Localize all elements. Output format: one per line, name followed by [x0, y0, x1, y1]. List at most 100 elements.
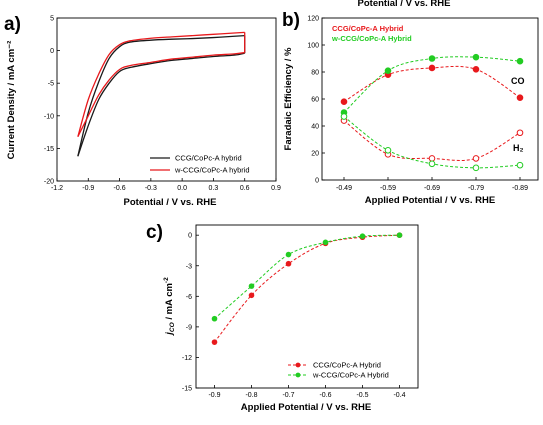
panel-c-series-2-point [211, 315, 218, 322]
panel-c-legend-label-1: CCG/CoPc-A Hybrid [313, 361, 381, 370]
panel-c-series-2-point [285, 251, 292, 258]
panel-b-legend-label-1: CCG/CoPc-A Hybrid [332, 24, 404, 33]
panel-a-ytick-label: -15 [44, 146, 54, 153]
panel-c-ytick-label: -15 [182, 386, 192, 393]
panel-c-ylabel-rest: / mA cm [164, 283, 175, 322]
panel-b-label: b) [282, 10, 300, 31]
panel-a-legend: CCG/CoPc-A hybrid w-CCG/CoPc-A hybrid [150, 154, 250, 175]
panel-b-legend-label-2: w-CCG/CoPc-A Hybrid [331, 34, 412, 43]
panel-b-header-text: Potential / V vs. RHE [358, 0, 451, 9]
panel-b-series-1-point [340, 98, 348, 105]
panel-c-ytick-label: -9 [186, 324, 192, 331]
panel-b-series-3-point [428, 155, 436, 162]
panel-c-ytick-label: 0 [188, 233, 192, 240]
panel-c-ytick-label: -12 [182, 355, 192, 362]
panel-c-ylabel-sub: CO [169, 322, 176, 332]
panel-b-ytick-label: 80 [311, 70, 319, 77]
panel-a-xtick-label: 0.9 [271, 185, 281, 192]
panel-b: Potential / V vs. RHE b) -0.49 -0.59 -0.69… [282, 0, 539, 206]
panel-b-series-4-point [428, 160, 436, 168]
panel-a-legend-label-2: w-CCG/CoPc-A hybrid [174, 166, 250, 175]
panel-b-series-1-point [516, 94, 524, 101]
panel-a-ytick-label: -10 [44, 113, 54, 120]
panel-c-xtick-label: -0.7 [282, 392, 294, 399]
panel-c-ylabel: jCO / mA cm-2 [163, 277, 176, 337]
panel-b-co-annotation: CO [511, 76, 525, 86]
panel-c-xtick-label: -0.5 [356, 392, 368, 399]
panel-a-xtick-label: -0.3 [145, 185, 157, 192]
panel-a-ytick-label: 0 [50, 48, 54, 55]
panel-c-series-2-point [359, 233, 366, 240]
panel-c-xtick-label: -0.6 [319, 392, 331, 399]
panel-a-ytick-label: -5 [48, 81, 54, 88]
panel-c-series-1-point [211, 339, 218, 345]
panel-b-ylabel: Faradaic Efficiency / % [283, 47, 294, 151]
panel-b-series-3-line [343, 120, 521, 161]
panel-b-xtick-label: -0.89 [512, 185, 528, 192]
panel-b-series-2-point [516, 57, 524, 65]
panel-c-series-1-line [214, 234, 400, 343]
panel-c-xlabel: Applied Potential / V vs. RHE [241, 402, 371, 413]
panel-c-series-2-point [248, 283, 255, 289]
panel-a-xtick-label: -0.9 [82, 185, 94, 192]
panel-c-legend-marker-2 [295, 372, 301, 378]
panel-b-h2-annotation: H₂ [513, 143, 524, 153]
panel-b-xtick-label: -0.79 [468, 185, 484, 192]
panel-b-series-4-point [384, 147, 392, 154]
panel-a-ytick-label: 5 [50, 16, 54, 23]
panel-c-series-1-point [248, 292, 255, 299]
panel-c-ytick-label: -6 [186, 294, 192, 301]
panel-c: c) -0.9 -0.8 -0.7 -0.6 -0.5 -0.4 0 -3 -6 -9 -12 -15… [146, 222, 419, 413]
panel-a-xtick-label: 0.0 [177, 185, 187, 192]
panel-c-series-2-point [322, 239, 329, 246]
panel-a-ytick-label: -20 [44, 179, 54, 186]
panel-c-legend: CCG/CoPc-A Hybrid w-CCG/CoPc-A Hybrid [288, 361, 389, 380]
panel-b-series-4-point [472, 164, 480, 172]
panel-c-legend-marker-1 [295, 362, 301, 368]
panel-b-xtick-label: -0.59 [380, 185, 396, 192]
panel-c-series-1-point [285, 260, 292, 267]
panel-c-label: c) [146, 222, 163, 243]
panel-b-ytick-label: 100 [307, 43, 319, 50]
panel-c-xtick-label: -0.4 [393, 392, 405, 399]
panel-a-series-1-forward-scan [77, 34, 245, 157]
panel-b-series-4-point [516, 161, 524, 169]
panel-a-xtick-label: 0.3 [209, 185, 219, 192]
panel-c-series-2-point [396, 232, 403, 238]
panel-b-series-2-point [384, 67, 392, 74]
panel-a: a) -1.2 -0.9 -0.6 -0.3 0.0 0.3 0.6 0.9 5 0 -5 -10 -1… [4, 14, 281, 208]
panel-c-frame [195, 224, 419, 389]
panel-a-ylabel: Current Density / mA cm⁻² [6, 41, 17, 160]
panel-a-xtick-label: -0.6 [114, 185, 126, 192]
panel-a-series-1-reverse-scan [77, 52, 245, 157]
panel-a-series-2-forward-scan [77, 31, 245, 137]
panel-b-ytick-label: 0 [315, 178, 319, 185]
panel-b-series-2-point [428, 55, 436, 62]
panel-b-series-2-point [472, 53, 480, 61]
panel-b-ytick-label: 20 [311, 151, 319, 158]
panel-b-series-1-point [472, 66, 480, 73]
panel-c-legend-label-2: w-CCG/CoPc-A Hybrid [312, 371, 389, 380]
panel-b-series-4-point [340, 113, 348, 120]
panel-b-series-3-point [472, 155, 480, 162]
panel-c-ytick-label: -3 [186, 263, 192, 270]
panel-b-series-1-line [343, 65, 521, 103]
panel-b-ytick-label: 120 [307, 16, 319, 23]
panel-b-series-3-point [516, 129, 524, 137]
panel-c-xtick-label: -0.9 [208, 392, 220, 399]
panel-b-xtick-label: -0.69 [424, 185, 440, 192]
panel-a-xlabel: Potential / V vs. RHE [124, 197, 217, 208]
panel-c-ylabel-sup: -2 [163, 277, 170, 283]
panel-b-ytick-label: 40 [311, 124, 319, 131]
panel-b-ytick-label: 60 [311, 97, 319, 104]
panel-c-ylabel-main: j [164, 332, 175, 337]
panel-a-frame [56, 17, 277, 182]
panel-a-xtick-label: -1.2 [51, 185, 63, 192]
panel-a-legend-label-1: CCG/CoPc-A hybrid [175, 154, 242, 163]
panel-b-series-1-point [428, 64, 436, 72]
panel-b-xlabel: Applied Potential / V vs. RHE [365, 195, 495, 206]
panel-c-xtick-label: -0.8 [245, 392, 257, 399]
panel-a-label: a) [4, 14, 21, 35]
